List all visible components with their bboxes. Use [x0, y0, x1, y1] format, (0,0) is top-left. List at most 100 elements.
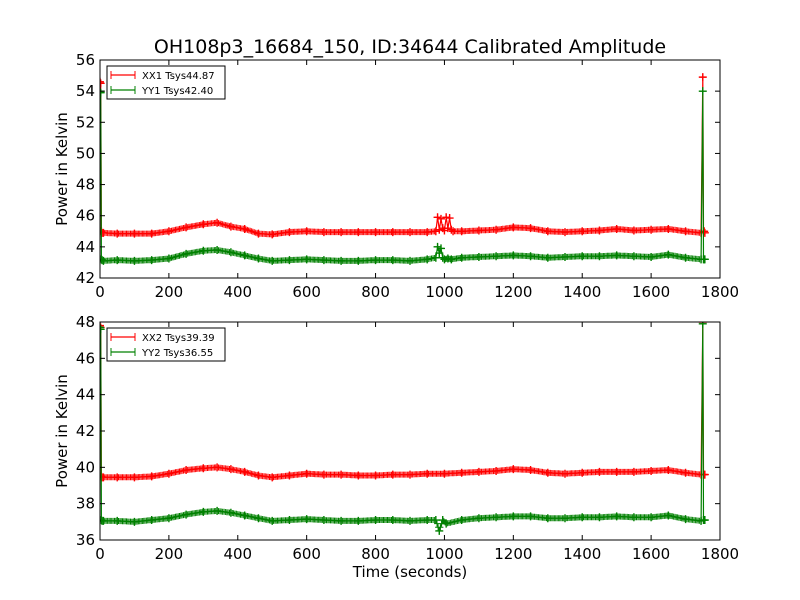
data-point [612, 224, 621, 233]
data-point [595, 467, 604, 476]
data-point [388, 228, 397, 237]
data-point [457, 468, 466, 477]
data-point [437, 214, 445, 223]
y-tick-label: 48 [76, 313, 95, 331]
legend-label: XX2 Tsys39.39 [142, 333, 215, 344]
data-point [240, 467, 249, 476]
x-tick-label: 0 [95, 283, 105, 301]
legend-entry: YY2 Tsys36.55 [110, 348, 213, 359]
data-point [698, 87, 707, 96]
data-point [268, 516, 277, 525]
x-tick-label: 200 [155, 545, 184, 563]
data-point [213, 463, 222, 472]
bottom-panel: 0 200 400 600 800 1000 1200 1400 1600 1800 36 38 40 4… [53, 313, 739, 581]
data-point [164, 469, 173, 478]
data-point [526, 252, 535, 261]
data-point [435, 249, 444, 258]
data-point [302, 515, 311, 524]
data-point [302, 227, 311, 236]
data-point [371, 256, 380, 265]
x-tick-label: 1000 [425, 283, 463, 301]
x-tick-label: 800 [361, 283, 390, 301]
legend-label: YY2 Tsys36.55 [141, 348, 213, 359]
y-axis-label: Power in Kelvin [53, 374, 71, 488]
data-point [543, 253, 552, 262]
data-point [442, 213, 451, 222]
data-point [664, 224, 673, 233]
data-point [319, 516, 328, 525]
legend-marker [110, 348, 136, 356]
data-point [337, 256, 346, 265]
data-point [100, 256, 107, 265]
data-point [457, 253, 466, 262]
y-tick-label: 52 [76, 113, 95, 131]
data-point [182, 466, 191, 475]
data-point [681, 468, 690, 477]
data-point [664, 466, 673, 475]
x-tick-label: 1200 [494, 545, 532, 563]
data-point [457, 516, 466, 525]
data-point [354, 228, 363, 237]
data-point [595, 226, 604, 235]
data-point [406, 256, 414, 265]
legend-marker [110, 86, 136, 94]
legend-entry: XX2 Tsys39.39 [110, 333, 215, 344]
data-point [629, 513, 638, 522]
data-point [526, 466, 535, 475]
legend-label: XX1 Tsys44.87 [142, 71, 215, 82]
legend: XX1 Tsys44.87 YY1 Tsys42.40 [106, 65, 226, 100]
data-point [406, 516, 414, 525]
data-point [578, 513, 587, 522]
data-point [240, 511, 249, 520]
data-point [423, 469, 432, 478]
data-point [612, 251, 621, 260]
data-point [578, 227, 587, 236]
series-yy [100, 322, 709, 535]
legend: XX2 Tsys39.39 YY2 Tsys36.55 [106, 327, 226, 362]
data-point [647, 252, 656, 261]
data-point [443, 224, 452, 233]
data-point [337, 470, 346, 479]
data-point [226, 222, 235, 231]
data-point [647, 466, 656, 475]
y-tick-label: 42 [76, 269, 95, 287]
data-point [442, 519, 451, 528]
data-point [371, 471, 380, 480]
data-point [406, 470, 414, 479]
data-point [254, 514, 263, 523]
data-point [492, 513, 501, 522]
data-point [423, 255, 432, 264]
data-point [681, 515, 690, 524]
x-tick-label: 400 [223, 545, 252, 563]
data-point [457, 227, 466, 236]
data-point [147, 256, 156, 265]
data-point [337, 228, 346, 237]
data-point [449, 227, 458, 236]
x-tick-label: 1400 [563, 545, 601, 563]
data-point [302, 469, 311, 478]
x-tick-label: 1200 [494, 283, 532, 301]
data-point [302, 255, 311, 264]
data-point [700, 470, 709, 479]
data-point [254, 229, 263, 238]
y-tick-label: 44 [76, 238, 95, 256]
y-tick-label: 44 [76, 386, 95, 404]
data-point [561, 469, 569, 478]
top-panel: 0 200 400 600 800 1000 1200 1400 1600 1800 42 44 46 4… [53, 51, 739, 301]
data-point [700, 516, 709, 525]
data-point [268, 473, 277, 482]
data-point [509, 251, 518, 260]
legend-marker [110, 333, 136, 341]
data-point [100, 77, 104, 86]
data-point [561, 514, 569, 523]
data-point [199, 507, 208, 516]
data-point [561, 252, 569, 261]
data-point [474, 514, 483, 523]
y-tick-label: 42 [76, 422, 95, 440]
series-yy [100, 87, 709, 265]
data-point [130, 517, 139, 526]
x-tick-label: 200 [155, 283, 184, 301]
x-tick-label: 1400 [563, 283, 601, 301]
data-point [268, 230, 277, 239]
data-point [164, 514, 173, 523]
